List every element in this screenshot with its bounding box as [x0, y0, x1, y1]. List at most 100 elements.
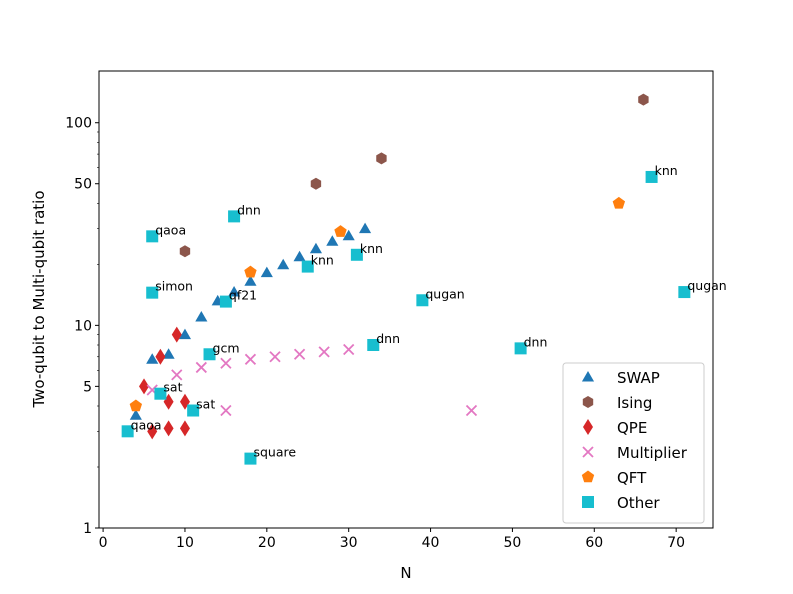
y-tick-label: 5 [83, 379, 92, 395]
other-point [350, 248, 363, 261]
x-axis-title: N [400, 564, 411, 582]
multiplier-point [171, 369, 183, 381]
swap-point [244, 275, 257, 286]
point-annotation: sat [196, 397, 215, 412]
multiplier-point [293, 348, 306, 360]
y-axis-title: Two-qubit to Multi-qubit ratio [30, 190, 48, 408]
other-point [146, 286, 159, 299]
legend-label: Other [617, 494, 660, 512]
other-point [146, 230, 159, 243]
swap-point [359, 222, 372, 234]
point-annotation: qaoa [155, 222, 186, 237]
plot-frame [98, 70, 714, 529]
other-point [203, 348, 216, 361]
swap-point [228, 286, 241, 297]
legend-label: Multiplier [617, 444, 688, 462]
swap-point [260, 266, 273, 278]
point-annotation: gcm [213, 340, 240, 355]
x-tick-label: 70 [667, 535, 685, 551]
qpe-point [139, 378, 150, 395]
swap-point [178, 328, 192, 340]
point-annotation: simon [155, 279, 193, 294]
legend-label: QPE [617, 419, 647, 437]
legend-entry: SWAP [581, 369, 660, 387]
other-point [154, 387, 167, 400]
point-annotation: dnn [524, 334, 548, 349]
point-annotation: dnn [237, 202, 261, 217]
other-point [187, 404, 200, 417]
series-other [121, 170, 691, 465]
point-annotation: qugan [687, 278, 726, 293]
qft-point [244, 265, 257, 278]
point-annotation: qugan [425, 286, 464, 301]
x-axis-ticks: 0 10 20 30 40 50 60 70 [99, 528, 685, 551]
legend-entry: Ising [582, 394, 652, 412]
point-annotation: knn [360, 241, 383, 256]
point-annotation: knn [311, 253, 334, 268]
y-tick-label: 1 [83, 521, 92, 537]
ising-point [310, 177, 322, 190]
multiplier-point [318, 346, 330, 358]
multiplier-point [343, 343, 355, 356]
legend-box [562, 362, 705, 524]
qft-point [129, 399, 143, 412]
legend-entry: QFT [581, 469, 647, 487]
x-tick-label: 30 [340, 535, 358, 551]
swap-point [309, 242, 323, 254]
marks-layer [121, 93, 691, 465]
multiplier-point [220, 357, 232, 369]
multiplier-point [269, 351, 281, 363]
qpe-point [155, 348, 166, 365]
legend: SWAP Ising QPE Multiplier QFT Other [562, 362, 705, 524]
qpe-point [179, 420, 190, 437]
legend-label: QFT [617, 469, 647, 487]
swap-point [162, 348, 175, 359]
other-point [121, 425, 134, 438]
multiplier-point [465, 404, 478, 417]
qpe-point [163, 420, 174, 437]
multiplier-point [220, 404, 232, 417]
legend-label: Ising [617, 394, 652, 412]
legend-entry: Other [582, 494, 660, 512]
x-tick-label: 60 [585, 535, 603, 551]
legend-marker-ising [582, 396, 594, 408]
x-tick-label: 50 [504, 535, 522, 551]
other-point [301, 260, 314, 273]
legend-marker-qft [581, 470, 595, 483]
qpe-point [147, 423, 158, 440]
swap-point [277, 258, 290, 270]
legend-entry: Multiplier [582, 444, 688, 462]
swap-point [129, 409, 142, 420]
legend-entry: QPE [583, 419, 647, 437]
ising-point [638, 93, 649, 106]
multiplier-point [195, 361, 207, 374]
other-point [367, 339, 380, 352]
swap-point [342, 229, 355, 241]
series-swap [129, 222, 372, 420]
swap-point [195, 310, 208, 322]
other-point [514, 342, 527, 355]
swap-point [326, 235, 339, 246]
y-tick-label: 50 [74, 177, 92, 193]
point-annotation: square [253, 445, 296, 460]
qpe-point [171, 326, 182, 343]
point-annotation: qaoa [131, 417, 162, 432]
other-point [645, 170, 658, 183]
other-point [244, 452, 257, 465]
legend-marker-swap [581, 371, 595, 382]
legend-marker-multiplier [582, 446, 594, 458]
other-point [219, 295, 232, 308]
other-point [416, 294, 429, 307]
other-point [678, 286, 691, 299]
y-axis-ticks: 1 5 10 50 100 [65, 116, 99, 537]
qft-point [334, 225, 347, 237]
point-annotation: knn [655, 163, 678, 178]
legend-label: SWAP [617, 369, 660, 387]
point-annotation: sat [163, 380, 182, 395]
x-tick-label: 10 [176, 535, 194, 551]
ising-point [179, 245, 191, 258]
legend-marker-other [582, 496, 594, 508]
qft-point [612, 196, 626, 209]
